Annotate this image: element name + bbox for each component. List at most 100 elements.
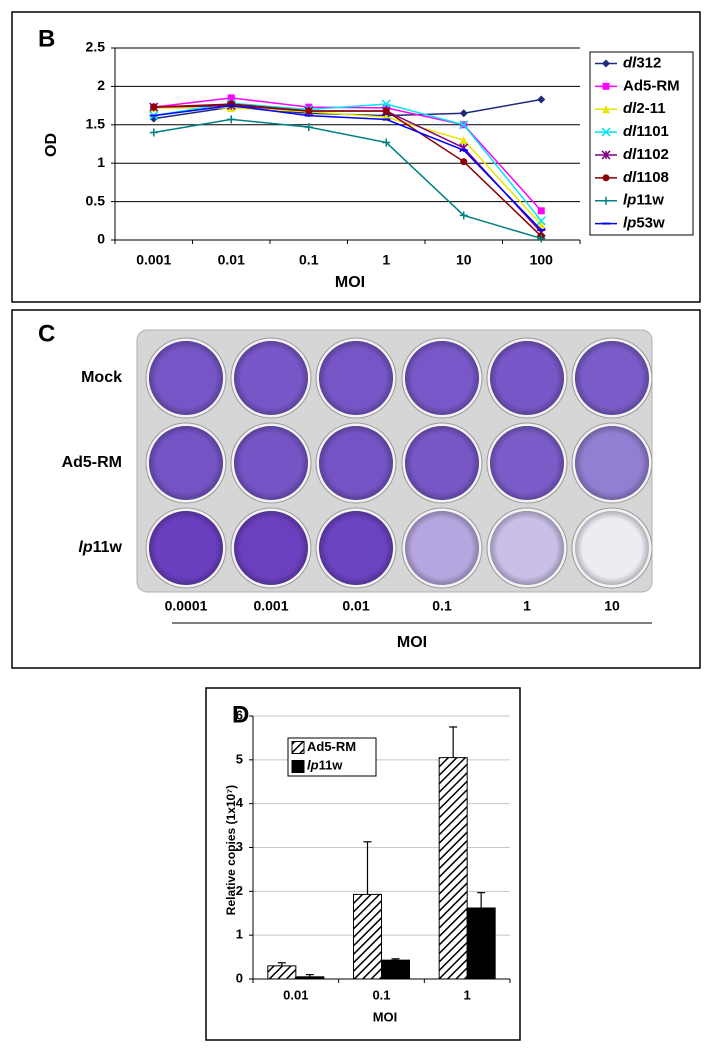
plate-panel: C MOI Mock Ad5-RM lp11w 0.0001 0.001 0.01 0.1 1… — [38, 320, 653, 651]
legend-marker — [602, 105, 610, 114]
legend-label: lp53w — [623, 215, 665, 232]
y-tick-label: 1 — [97, 154, 105, 170]
marker — [537, 207, 545, 215]
y-tick-label: 5 — [236, 751, 243, 766]
legend-marker — [602, 174, 610, 182]
marker — [227, 115, 236, 124]
y-axis-label: Relative copies (1x10⁷) — [224, 785, 238, 915]
marker — [382, 138, 391, 147]
x-axis-label: MOI — [335, 274, 365, 291]
well-rim — [149, 341, 223, 415]
legend-marker — [601, 150, 611, 160]
well-rim — [575, 511, 649, 585]
y-tick-label: 4 — [236, 795, 244, 810]
legend-box — [589, 51, 694, 236]
row-label: Mock — [81, 369, 122, 386]
well-rim — [490, 511, 564, 585]
well-rim — [149, 426, 223, 500]
x-tick-label: 0.01 — [283, 987, 308, 1002]
marker — [537, 220, 546, 229]
marker — [459, 211, 468, 220]
y-tick-label: 6 — [236, 707, 243, 722]
column-label: 10 — [604, 598, 620, 614]
y-tick-label: 0.5 — [86, 192, 106, 208]
y-tick-label: 1.5 — [86, 116, 106, 132]
bar — [353, 893, 382, 980]
legend-label: dl312 — [623, 54, 661, 71]
legend-label: dl1102 — [623, 146, 669, 163]
legend-label: Ad5-RM — [307, 739, 356, 754]
legend-label: dl1108 — [623, 169, 669, 186]
well-rim — [575, 426, 649, 500]
series-line — [153, 104, 542, 231]
panel-c-frame — [11, 309, 701, 669]
panel-label: C — [38, 320, 55, 347]
y-tick-label: 3 — [236, 839, 243, 854]
y-tick-label: 2.5 — [86, 39, 106, 55]
y-tick-label: 2 — [236, 883, 243, 898]
legend-label: Ad5-RM — [623, 77, 680, 94]
panel-d-frame — [205, 687, 521, 1041]
marker — [381, 99, 391, 109]
x-tick-label: 1 — [464, 987, 471, 1002]
marker — [459, 120, 469, 130]
marker — [382, 107, 390, 115]
well-rim — [234, 341, 308, 415]
x-axis-label: MOI — [397, 634, 427, 651]
y-tick-label: 2 — [97, 77, 105, 93]
marker — [459, 136, 468, 145]
marker — [149, 128, 158, 137]
x-axis-label: MOI — [373, 1009, 398, 1024]
panel-b-frame — [11, 11, 701, 303]
x-tick-label: 100 — [530, 252, 554, 268]
legend-swatch — [291, 760, 305, 773]
well-rim — [405, 341, 479, 415]
x-tick-label: 0.1 — [372, 987, 390, 1002]
marker — [459, 109, 468, 118]
legend-marker — [601, 127, 611, 137]
panel-label: D — [232, 701, 249, 728]
panel-label: B — [38, 25, 55, 52]
x-tick-label: 0.01 — [218, 252, 245, 268]
series-line — [153, 118, 542, 240]
x-tick-label: 0.001 — [136, 252, 171, 268]
marker — [537, 234, 546, 243]
well-rim — [149, 511, 223, 585]
column-label: 0.001 — [253, 598, 288, 614]
legend-marker — [602, 82, 610, 90]
legend-label: dl1101 — [623, 123, 669, 140]
column-label: 0.01 — [342, 598, 369, 614]
well-rim — [234, 511, 308, 585]
y-axis-label: OD — [43, 133, 60, 157]
row-label: Ad5-RM — [62, 454, 122, 471]
legend-marker — [602, 196, 610, 205]
well-rim — [405, 511, 479, 585]
marker — [150, 103, 158, 111]
well-rim — [319, 511, 393, 585]
bar — [438, 757, 468, 980]
series-line — [153, 103, 542, 237]
marker — [537, 95, 546, 104]
bar — [466, 907, 496, 980]
bar — [381, 959, 410, 980]
bar — [295, 976, 325, 980]
legend-label: lp11w — [307, 758, 343, 773]
x-tick-label: 1 — [382, 252, 390, 268]
y-tick-label: 1 — [236, 927, 243, 942]
well-rim — [319, 341, 393, 415]
bar — [267, 965, 297, 980]
legend-label: dl2-11 — [623, 100, 666, 117]
well-rim — [490, 426, 564, 500]
x-tick-label: 0.1 — [299, 252, 319, 268]
well-rim — [234, 426, 308, 500]
legend-marker — [602, 59, 610, 68]
legend-label: lp11w — [623, 192, 664, 209]
column-label: 0.0001 — [165, 598, 208, 614]
y-tick-label: 0 — [236, 970, 243, 985]
marker — [227, 94, 235, 102]
marker — [460, 158, 468, 166]
y-tick-label: 0 — [97, 231, 105, 247]
well-rim — [490, 341, 564, 415]
series-line — [153, 98, 542, 120]
